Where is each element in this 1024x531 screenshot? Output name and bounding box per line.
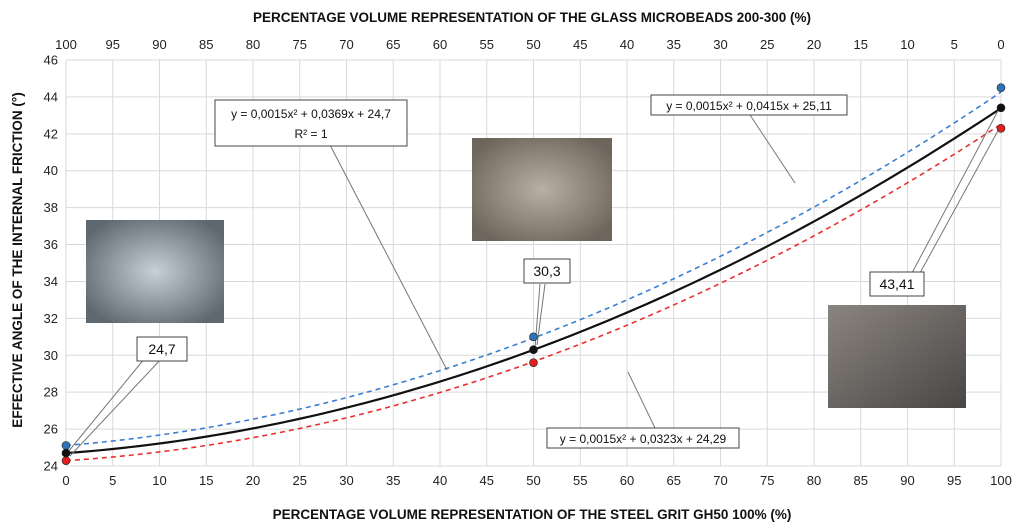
x-tick-label: 100: [990, 473, 1012, 488]
top-x-tick-label: 90: [152, 37, 166, 52]
x-tick-label: 55: [573, 473, 587, 488]
leader-eq-upper: [749, 114, 796, 184]
r-squared-mean: R² = 1: [294, 127, 327, 141]
top-x-tick-label: 0: [997, 37, 1004, 52]
top-x-tick-label: 35: [667, 37, 681, 52]
leader-lines: [67, 106, 1001, 457]
y-axis-title: EFFECTIVE ANGLE OF THE INTERNAL FRICTION…: [10, 92, 25, 427]
y-tick-label: 26: [44, 422, 58, 437]
leader-eq-lower: [627, 371, 656, 429]
top-x-tick-label: 95: [106, 37, 120, 52]
equation-mean: y = 0,0015x² + 0,0369x + 24,7: [231, 107, 391, 121]
data-point-upper: [61, 441, 71, 450]
data-point-lower: [61, 456, 71, 465]
data-point-upper: [996, 83, 1006, 92]
y-tick-label: 42: [44, 126, 58, 141]
top-x-tick-label: 30: [713, 37, 727, 52]
top-x-tick-label: 65: [386, 37, 400, 52]
y-tick-label: 40: [44, 163, 58, 178]
leader-label-start-b: [69, 357, 163, 457]
value-label-mid-text: 30,3: [533, 263, 560, 279]
y-tick-label: 34: [44, 274, 58, 289]
value-label-start-text: 24,7: [148, 341, 175, 357]
top-x-tick-label: 5: [951, 37, 958, 52]
top-x-tick-label: 15: [854, 37, 868, 52]
y-tick-label: 44: [44, 89, 58, 104]
x-tick-label: 70: [713, 473, 727, 488]
data-point-mean: [61, 448, 71, 458]
leader-label-mid-b: [536, 283, 546, 346]
y-tick-label: 46: [44, 53, 58, 68]
top-x-tick-label: 70: [339, 37, 353, 52]
value-label-end: 43,41: [869, 271, 925, 297]
top-x-tick-label: 20: [807, 37, 821, 52]
top-x-tick-label: 10: [900, 37, 914, 52]
equation-upper: y = 0,0015x² + 0,0415x + 25,11: [666, 99, 832, 113]
steel-grit-photo: [828, 305, 966, 408]
x-tick-label: 65: [667, 473, 681, 488]
equation-box-upper: y = 0,0015x² + 0,0415x + 25,11: [650, 94, 848, 116]
x-tick-label: 15: [199, 473, 213, 488]
equation-box-lower: y = 0,0015x² + 0,0323x + 24,29: [546, 427, 740, 449]
x-tick-label: 95: [947, 473, 961, 488]
x-tick-label: 90: [900, 473, 914, 488]
x-tick-label: 30: [339, 473, 353, 488]
x-tick-label: 5: [109, 473, 116, 488]
top-x-tick-label: 100: [55, 37, 77, 52]
value-label-end-text: 43,41: [879, 276, 914, 292]
y-tick-label: 30: [44, 348, 58, 363]
value-label-mid: 30,3: [523, 258, 571, 284]
top-axis-title: PERCENTAGE VOLUME REPRESENTATION OF THE …: [253, 10, 811, 25]
x-tick-label: 35: [386, 473, 400, 488]
x-tick-label: 85: [854, 473, 868, 488]
x-tick-label: 0: [62, 473, 69, 488]
y-tick-label: 28: [44, 385, 58, 400]
y-tick-label: 24: [44, 459, 58, 474]
data-point-lower: [529, 358, 538, 367]
data-point-lower: [996, 123, 1006, 133]
y-tick-label: 36: [44, 237, 58, 252]
equation-lower: y = 0,0015x² + 0,0323x + 24,29: [560, 432, 727, 446]
x-tick-label: 50: [526, 473, 540, 488]
top-x-tick-label: 50: [526, 37, 540, 52]
x-tick-label: 80: [807, 473, 821, 488]
leader-eq-mean: [329, 144, 448, 371]
data-point-mean: [529, 345, 538, 355]
x-tick-label: 40: [433, 473, 447, 488]
top-x-tick-label: 25: [760, 37, 774, 52]
value-label-start: 24,7: [136, 336, 188, 362]
top-x-tick-label: 45: [573, 37, 587, 52]
mixture-photo: [472, 138, 612, 241]
top-x-tick-label: 85: [199, 37, 213, 52]
x-tick-label: 45: [480, 473, 494, 488]
equation-box-mean: y = 0,0015x² + 0,0369x + 24,7 R² = 1: [214, 99, 408, 147]
x-tick-label: 20: [246, 473, 260, 488]
leader-label-end-b: [919, 126, 1001, 274]
x-tick-label: 25: [293, 473, 307, 488]
top-x-tick-label: 55: [480, 37, 494, 52]
leader-label-end-a: [911, 106, 1001, 274]
leader-label-start-a: [67, 357, 146, 453]
data-points: [61, 83, 1006, 465]
y-tick-label: 32: [44, 311, 58, 326]
y-tick-label: 38: [44, 200, 58, 215]
glass-microbeads-photo: [86, 220, 224, 323]
top-x-tick-label: 80: [246, 37, 260, 52]
data-point-upper: [529, 332, 538, 342]
x-axis-title: PERCENTAGE VOLUME REPRESENTATION OF THE …: [273, 507, 792, 522]
x-tick-label: 75: [760, 473, 774, 488]
top-x-tick-label: 40: [620, 37, 634, 52]
x-tick-label: 10: [152, 473, 166, 488]
data-point-mean: [996, 103, 1006, 113]
x-tick-label: 60: [620, 473, 634, 488]
axis-ticks: 0100595109015852080257530703565406045555…: [44, 37, 1012, 488]
top-x-tick-label: 60: [433, 37, 447, 52]
top-x-tick-label: 75: [293, 37, 307, 52]
